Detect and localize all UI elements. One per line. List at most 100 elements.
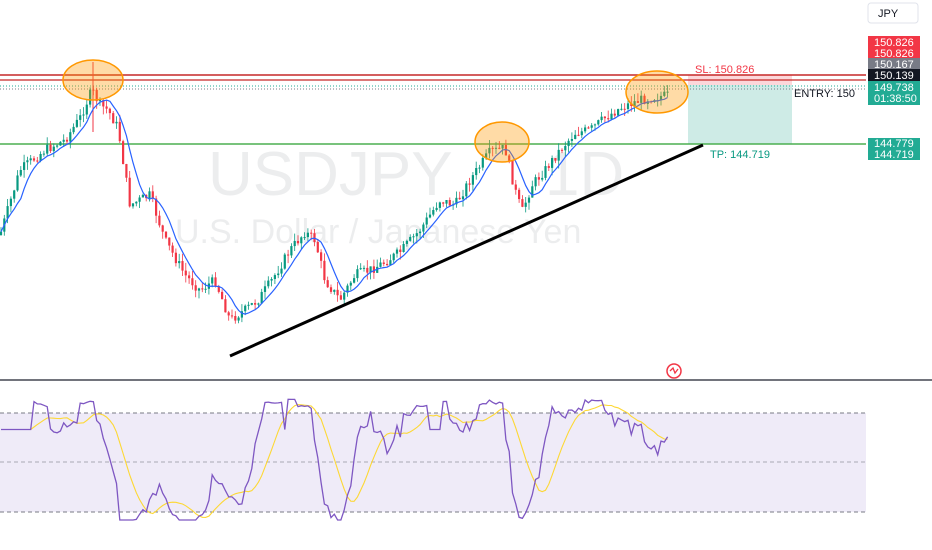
candle-body	[551, 158, 554, 168]
candle-body	[524, 202, 527, 207]
candle-body	[412, 236, 415, 238]
candle-body	[300, 237, 303, 244]
candle-body	[69, 132, 72, 142]
candle-body	[475, 168, 478, 176]
candle-body	[283, 254, 286, 269]
candle-body	[607, 118, 610, 120]
candle-body	[620, 108, 623, 110]
highlight-circle-left[interactable]	[62, 59, 124, 101]
candle-body	[102, 100, 105, 107]
price-tag-entry: 150.139	[874, 70, 914, 82]
candle-body	[376, 266, 379, 273]
candle-body	[155, 198, 158, 216]
price-tag-bg	[868, 58, 920, 70]
stop-loss-label: SL: 150.826	[695, 64, 754, 76]
candle-body	[353, 278, 356, 283]
candle-body	[455, 197, 458, 205]
currency-selector[interactable]: JPY	[867, 2, 919, 24]
candle-body	[0, 231, 3, 235]
candle-body	[537, 177, 540, 180]
candle-body	[372, 266, 375, 273]
candle-body	[366, 267, 369, 273]
candle-body	[329, 287, 333, 292]
candle-body	[247, 304, 250, 306]
candle-body	[234, 315, 237, 321]
candle-body	[626, 103, 630, 110]
candle-body	[356, 269, 359, 279]
candle-body	[49, 144, 52, 152]
candle-body	[567, 140, 570, 147]
price-tag-bg	[868, 36, 920, 48]
candle-body	[161, 225, 164, 232]
candle-body	[158, 215, 161, 226]
candle-body	[52, 146, 55, 152]
tradingview-logo-icon[interactable]	[666, 363, 682, 379]
candle-body	[316, 242, 319, 253]
price-tag-bg	[868, 69, 920, 81]
candle-body	[339, 295, 342, 300]
candle-body	[379, 262, 382, 267]
price-scale[interactable]: 150.826 150.826 150.167 150.139 149.738 …	[868, 36, 920, 161]
candle-body	[293, 240, 296, 247]
candle-body	[46, 144, 49, 154]
candle-body	[574, 134, 577, 140]
candle-body	[221, 291, 224, 300]
candle-body	[395, 249, 399, 254]
candle-body	[415, 233, 418, 237]
price-tag-bg	[868, 149, 920, 160]
candle-body	[382, 262, 385, 264]
candle-body	[79, 115, 82, 120]
candle-body	[237, 317, 240, 321]
candle-body	[287, 254, 290, 256]
candle-body	[181, 261, 184, 271]
candle-body	[584, 127, 587, 132]
candle-body	[227, 312, 230, 316]
candle-body	[461, 196, 465, 200]
candle-body	[501, 144, 504, 149]
candle-body	[59, 141, 62, 146]
take-profit-zone[interactable]	[688, 85, 792, 144]
candle-body	[257, 303, 260, 305]
candle-body	[32, 158, 36, 161]
candle-body	[184, 270, 187, 276]
highlight-circle-middle[interactable]	[474, 121, 530, 163]
candle-body	[488, 147, 491, 154]
candle-body	[531, 186, 534, 198]
rising-trendline[interactable]	[229, 143, 704, 358]
candle-body	[636, 101, 639, 103]
price-tag-tp: 144.719	[874, 149, 914, 161]
watermark-instrument: U.S. Dollar / Japanese Yen	[175, 213, 581, 251]
candle-body	[343, 292, 346, 300]
highlight-circle-right[interactable]	[625, 70, 689, 114]
rsi-line	[1, 398, 669, 521]
candle-body	[587, 127, 590, 129]
candle-body	[320, 252, 323, 261]
candle-body	[201, 288, 204, 290]
candle-body	[194, 285, 197, 291]
candle-body	[511, 160, 514, 185]
candle-body	[445, 200, 448, 204]
candle-body	[422, 224, 425, 232]
candle-body	[640, 95, 643, 103]
candle-body	[534, 177, 537, 187]
candle-body	[39, 153, 42, 162]
candle-body	[577, 134, 580, 136]
candle-body	[409, 236, 412, 241]
candle-body	[392, 253, 395, 261]
candle-body	[254, 303, 257, 305]
rsi-ma-line	[1, 403, 668, 518]
candle-body	[547, 166, 550, 168]
price-tag-high: 150.167	[874, 59, 914, 71]
candle-body	[85, 104, 88, 115]
candle-body	[29, 158, 32, 161]
candle-body	[191, 278, 194, 286]
candle-body	[89, 89, 92, 105]
candle-body	[491, 147, 494, 149]
candle-body	[135, 201, 138, 204]
candle-body	[244, 305, 247, 312]
candle-body	[115, 121, 118, 124]
candle-body	[168, 237, 171, 246]
candle-body	[138, 197, 141, 202]
candle-body	[326, 280, 329, 288]
